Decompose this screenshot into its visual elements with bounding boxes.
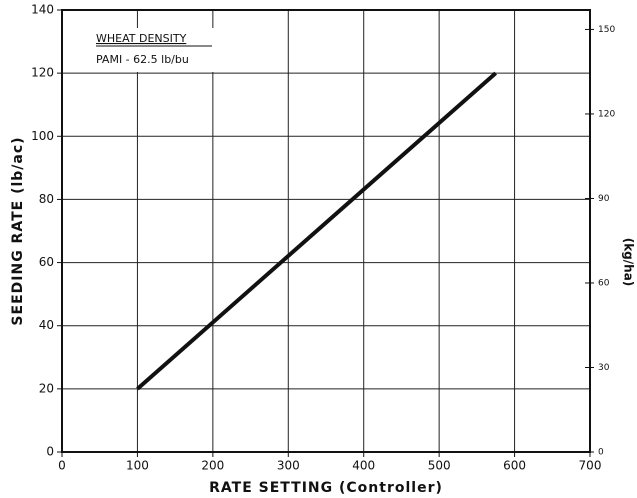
y-tick-label: 40 <box>39 318 54 332</box>
x-axis-label: RATE SETTING (Controller) <box>209 480 443 496</box>
y-tick-label: 140 <box>31 3 54 17</box>
y2-tick-label: 60 <box>598 278 610 288</box>
y2-tick-label: 120 <box>598 109 615 119</box>
x-tick-label: 100 <box>126 459 149 473</box>
y-axis-label: SEEDING RATE (lb/ac) <box>10 136 26 325</box>
y-tick-label: 20 <box>39 381 54 395</box>
x-tick-label: 600 <box>503 459 526 473</box>
data-line <box>136 71 498 391</box>
annotation-box <box>88 28 250 72</box>
y-tick-label: 60 <box>39 255 54 269</box>
x-tick-label: 400 <box>352 459 375 473</box>
y2-tick-label: 150 <box>598 25 615 35</box>
y2-tick-label: 30 <box>598 363 610 373</box>
x-tick-label: 300 <box>277 459 300 473</box>
y-tick-label: 0 <box>46 445 54 459</box>
x-tick-label: 500 <box>428 459 451 473</box>
annotation: WHEAT DENSITY <box>96 32 187 45</box>
y2-tick-label: 90 <box>598 194 610 204</box>
annotation: PAMI - 62.5 lb/bu <box>96 53 189 66</box>
y2-tick-label: 0 <box>598 448 604 458</box>
x-tick-label: 0 <box>58 459 66 473</box>
y2-axis-label: (kg/ha) <box>622 238 636 287</box>
y-tick-label: 120 <box>31 66 54 80</box>
plot-frame <box>61 9 591 453</box>
grid-layer <box>61 9 591 453</box>
y-tick-label: 80 <box>39 192 54 206</box>
x-tick-label: 700 <box>579 459 602 473</box>
y-tick-label: 100 <box>31 129 54 143</box>
x-tick-label: 200 <box>201 459 224 473</box>
